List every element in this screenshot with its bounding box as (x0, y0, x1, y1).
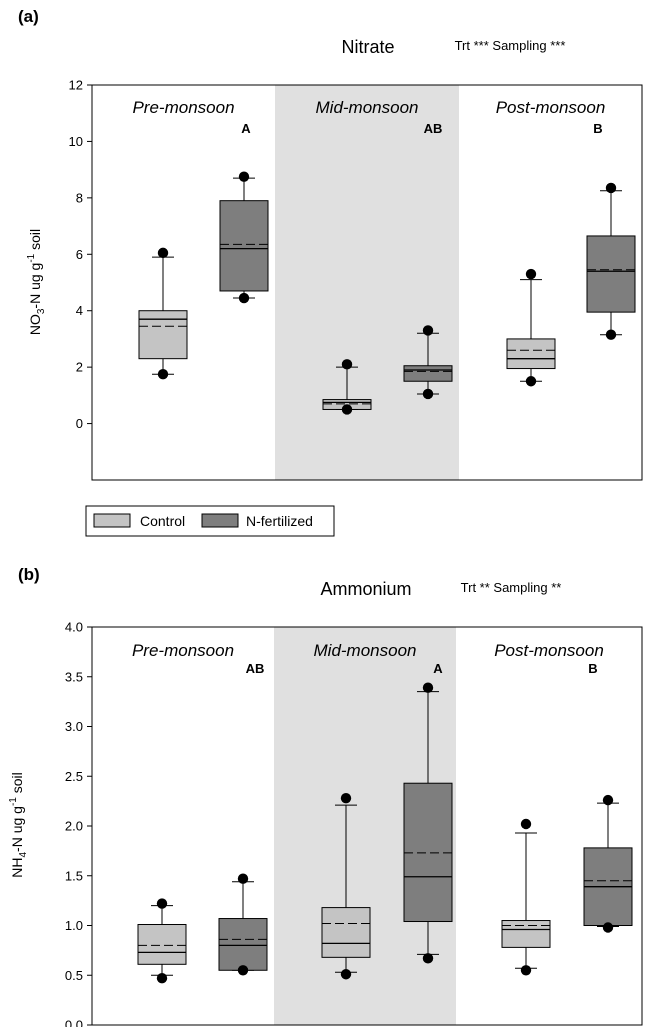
legend: Control N-fertilized (85, 505, 335, 537)
outlier-point (525, 376, 537, 387)
season-label-1: Pre-monsoon (132, 641, 234, 660)
outlier-point (520, 818, 532, 830)
y-tick-label: 8 (76, 190, 83, 205)
outlier-point (237, 965, 249, 976)
box-iqr (138, 310, 188, 360)
significance-letter-3: B (593, 121, 602, 136)
box-n-fertilized-2 (403, 325, 453, 400)
y-tick-label: 3.5 (65, 669, 83, 684)
panel-b-label: (b) (18, 565, 40, 584)
outlier-point (340, 792, 352, 804)
box-n-fertilized-1 (218, 873, 268, 976)
panel-a-title: Nitrate (341, 37, 394, 57)
y-tick-label: 10 (69, 134, 83, 149)
box-iqr (501, 920, 551, 948)
outlier-point (341, 404, 353, 415)
plot-ammonium: 0.0 0.5 1.0 1.5 2.0 2.5 3.0 3.5 4.0 NH4-N ug g-1 … (8, 620, 643, 1027)
y-tick-label: 1.5 (65, 868, 83, 883)
panel-b-title: Ammonium (320, 579, 411, 599)
outlier-point (341, 359, 353, 370)
box-control-3 (506, 268, 556, 387)
outlier-point (605, 329, 617, 340)
box-n-fertilized-3 (583, 794, 633, 933)
outlier-point (602, 794, 614, 806)
outlier-point (602, 922, 614, 933)
box-iqr (586, 235, 636, 313)
box-n-fertilized-3 (586, 182, 636, 340)
outlier-point (156, 898, 168, 909)
outlier-point (422, 388, 434, 400)
legend-label-control: Control (140, 513, 185, 529)
legend-swatch-control (93, 513, 131, 528)
box-control-2 (322, 359, 372, 415)
y-tick-label: 2.5 (65, 769, 83, 784)
significance-letter-1: AB (246, 661, 265, 676)
y-axis-label: NO3-N ug g-1 soil (26, 229, 47, 335)
significance-letter-3: B (588, 661, 597, 676)
legend-label-n-fertilized: N-fertilized (246, 513, 313, 529)
outlier-point (422, 325, 434, 336)
y-tick-label: 2 (76, 360, 83, 375)
outlier-point (525, 268, 537, 280)
plot-frame (91, 84, 643, 481)
box-n-fertilized-2 (403, 682, 453, 964)
y-tick-label: 4 (76, 303, 83, 318)
significance-letter-2: A (433, 661, 443, 676)
box-iqr (218, 918, 268, 971)
box-iqr (403, 365, 453, 382)
plot-nitrate: 0 2 4 6 8 10 12 NO3-N ug g-1 soil Pre-monsoon A Mi… (26, 78, 643, 481)
box-control-3 (501, 818, 551, 976)
outlier-point (340, 969, 352, 980)
outlier-point (157, 368, 169, 380)
season-label-3: Post-monsoon (496, 98, 606, 117)
box-iqr (137, 924, 187, 965)
box-n-fertilized-1 (219, 171, 269, 304)
y-tick-label: 2.0 (65, 819, 83, 834)
season-label-3: Post-monsoon (494, 641, 604, 660)
season-label-2: Mid-monsoon (316, 98, 419, 117)
y-axis-label: NH4-N ug g-1 soil (8, 772, 29, 878)
significance-letter-1: A (241, 121, 251, 136)
outlier-point (520, 965, 532, 976)
y-tick-label: 3.0 (65, 719, 83, 734)
box-control-1 (137, 898, 187, 984)
y-tick-label: 1.0 (65, 918, 83, 933)
box-iqr (506, 338, 556, 370)
panel-a-stats: Trt *** Sampling *** (455, 38, 566, 53)
outlier-point (238, 292, 250, 304)
outlier-point (238, 171, 250, 182)
outlier-point (605, 182, 617, 194)
outlier-point (156, 973, 168, 984)
panel-a-label: (a) (18, 7, 39, 26)
outlier-point (422, 953, 434, 964)
panel-b-stats: Trt ** Sampling ** (461, 580, 562, 595)
box-iqr (321, 907, 371, 958)
outlier-point (157, 247, 169, 259)
y-tick-label: 12 (69, 78, 83, 93)
y-tick-label: 0.5 (65, 968, 83, 983)
season-label-1: Pre-monsoon (132, 98, 234, 117)
significance-letter-2: AB (424, 121, 443, 136)
y-tick-label: 6 (76, 247, 83, 262)
legend-swatch-n-fertilized (201, 513, 239, 528)
box-control-2 (321, 792, 371, 980)
season-label-2: Mid-monsoon (314, 641, 417, 660)
box-iqr (219, 200, 269, 292)
y-tick-label: 0 (76, 416, 83, 431)
y-tick-label: 0.0 (65, 1018, 83, 1027)
y-tick-label: 4.0 (65, 620, 83, 635)
outlier-point (422, 682, 434, 693)
season-shade-2 (275, 85, 459, 480)
plot-frame (91, 626, 643, 1026)
box-control-1 (138, 247, 188, 380)
outlier-point (237, 873, 249, 884)
